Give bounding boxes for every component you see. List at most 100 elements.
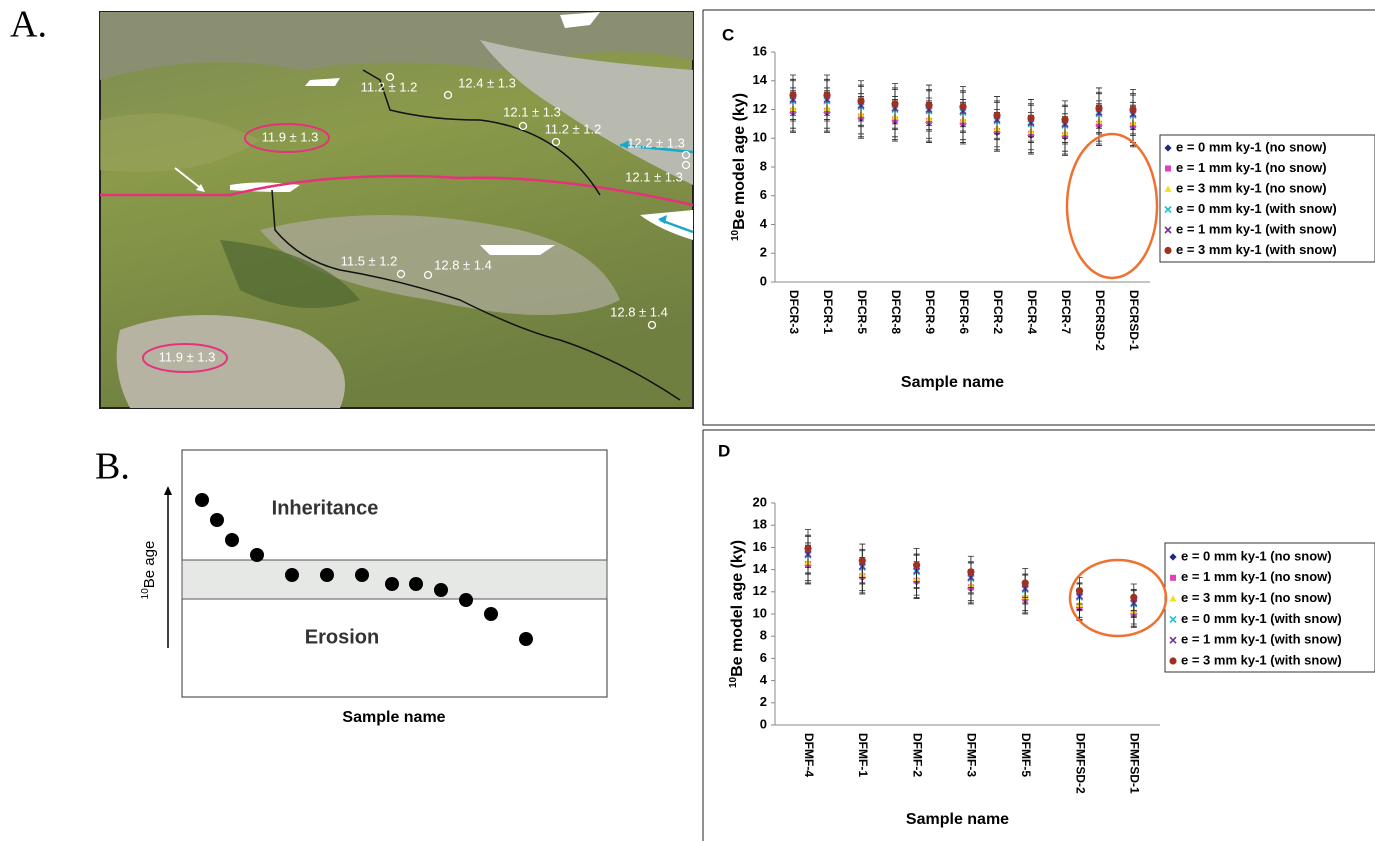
y-axis-label: 10Be age xyxy=(140,541,158,600)
panel-label: A. xyxy=(10,4,47,46)
point xyxy=(789,91,797,99)
y-tick-label: 16 xyxy=(753,539,767,554)
point xyxy=(1061,115,1069,124)
y-tick-label: 8 xyxy=(760,628,767,643)
y-tick-label: 6 xyxy=(760,650,767,665)
legend-marker xyxy=(1169,657,1177,665)
point xyxy=(858,557,866,565)
label-text: Be age xyxy=(141,541,158,589)
y-tick-label: 16 xyxy=(753,43,767,58)
panel-label: C xyxy=(722,25,734,44)
legend-label: e = 1 mm ky-1 (with snow) xyxy=(1181,632,1342,647)
x-tick-label: DFCR-3 xyxy=(787,290,801,334)
x-tick-label: DFCR-2 xyxy=(991,290,1005,334)
legend-label: e = 0 mm ky-1 (with snow) xyxy=(1176,201,1337,216)
point xyxy=(1095,104,1103,112)
legend-label: e = 1 mm ky-1 (no snow) xyxy=(1176,160,1327,175)
y-tick-label: 8 xyxy=(760,158,767,173)
y-tick-label: 12 xyxy=(753,101,767,116)
y-tick-label: 14 xyxy=(753,561,768,576)
y-tick-label: 4 xyxy=(760,216,768,231)
legend-marker xyxy=(1164,144,1172,152)
photo-label: 11.2 ± 1.2 xyxy=(545,121,602,136)
panel-frame xyxy=(702,429,1375,841)
x-tick-label: DFMF-3 xyxy=(965,733,979,777)
superscript: 10 xyxy=(730,229,741,241)
legend-marker xyxy=(1164,205,1172,214)
x-tick-label: DFCR-8 xyxy=(889,290,903,334)
y-tick-label: 0 xyxy=(760,716,767,731)
y-tick-label: 6 xyxy=(760,187,767,202)
legend-label: e = 3 mm ky-1 (with snow) xyxy=(1176,242,1337,257)
photo-label: 11.2 ± 1.2 xyxy=(361,79,418,94)
schematic xyxy=(164,449,608,698)
legend-label: e = 1 mm ky-1 (no snow) xyxy=(1181,569,1332,584)
legend-marker xyxy=(1164,226,1172,234)
legend-label: e = 1 mm ky-1 (with snow) xyxy=(1176,221,1337,236)
superscript: 10 xyxy=(728,676,739,688)
legend-label: e = 0 mm ky-1 (with snow) xyxy=(1181,611,1342,626)
x-tick-label: DFMFSD-1 xyxy=(1128,733,1142,794)
legend-marker xyxy=(1170,574,1176,581)
photo-label: 12.1 ± 1.3 xyxy=(625,169,683,184)
x-tick-label: DFCR-6 xyxy=(957,290,971,334)
x-tick-label: DFCR-4 xyxy=(1025,290,1039,334)
y-tick-label: 14 xyxy=(753,72,768,87)
y-tick-label: 10 xyxy=(753,605,767,620)
x-axis-label: Sample name xyxy=(901,374,1004,391)
panel-frame xyxy=(702,9,1375,426)
y-tick-label: 2 xyxy=(760,245,767,260)
point xyxy=(913,561,921,569)
label-text: Be model age (ky) xyxy=(729,540,746,677)
y-tick-label: 2 xyxy=(760,694,767,709)
y-tick-label: 12 xyxy=(753,583,767,598)
point xyxy=(1027,114,1035,122)
x-tick-label: DFMF-2 xyxy=(910,733,924,777)
x-tick-label: DFCRSD-1 xyxy=(1127,290,1141,351)
x-tick-label: DFMF-1 xyxy=(856,733,870,777)
legend-marker xyxy=(1169,595,1177,602)
superscript: 10 xyxy=(140,588,151,600)
x-tick-label: DFCR-7 xyxy=(1059,290,1073,334)
legend-label: e = 3 mm ky-1 (with snow) xyxy=(1181,652,1342,667)
legend-box xyxy=(1159,134,1375,263)
point xyxy=(967,568,975,576)
photo-label: 11.5 ± 1.2 xyxy=(341,253,398,268)
x-tick-label: DFMF-5 xyxy=(1019,733,1033,777)
photo-label: 12.8 ± 1.4 xyxy=(434,257,492,272)
y-tick-label: 4 xyxy=(760,672,768,687)
region-label: Inheritance xyxy=(272,497,379,519)
point xyxy=(1075,587,1084,595)
point xyxy=(804,544,812,553)
legend-label: e = 3 mm ky-1 (no snow) xyxy=(1176,180,1327,195)
point xyxy=(925,101,933,109)
legend-marker xyxy=(1164,246,1172,255)
x-tick-label: DFCR-5 xyxy=(855,290,869,334)
legend-box xyxy=(1164,542,1375,673)
photo xyxy=(99,11,694,409)
x-axis-label: Sample name xyxy=(906,811,1009,828)
y-axis-label: 10Be model age (ky) xyxy=(730,93,749,241)
legend-label: e = 0 mm ky-1 (no snow) xyxy=(1181,548,1332,563)
photo-labels: 11.2 ± 1.2 12.4 ± 1.3 12.1 ± 1.3 11.2 ± 1.2… xyxy=(159,75,685,364)
point xyxy=(823,91,831,99)
y-tick-label: 20 xyxy=(753,494,767,509)
legend-label: e = 3 mm ky-1 (no snow) xyxy=(1181,590,1332,605)
highlight xyxy=(1068,558,1168,638)
y-tick-label: 18 xyxy=(753,517,767,532)
highlight xyxy=(1065,132,1159,280)
x-tick-label: DFCRSD-2 xyxy=(1093,290,1107,351)
point xyxy=(1021,579,1029,587)
legend-marker xyxy=(1164,185,1172,192)
x-tick-label: DFCR-1 xyxy=(821,290,835,334)
photo-label: 11.9 ± 1.3 xyxy=(262,129,319,144)
point xyxy=(1129,105,1137,114)
point xyxy=(857,97,865,105)
point xyxy=(1130,593,1138,601)
photo-label: 11.9 ± 1.3 xyxy=(159,349,216,364)
x-tick-label: DFCR-9 xyxy=(923,290,937,334)
photo-label: 12.1 ± 1.3 xyxy=(503,104,561,119)
legend-marker xyxy=(1169,553,1177,561)
